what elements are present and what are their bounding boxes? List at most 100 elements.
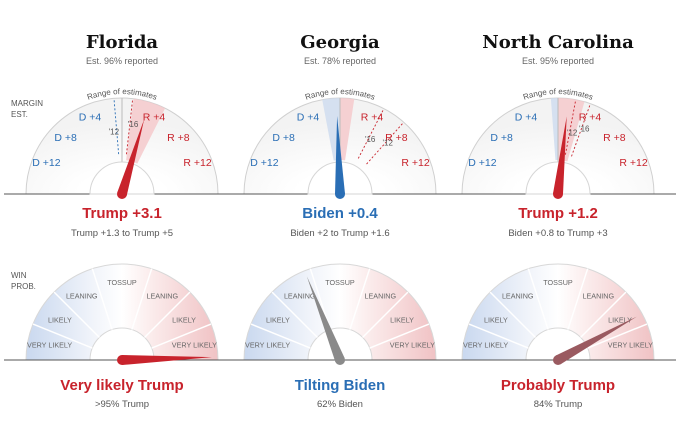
winprob-headline: Probably Trump: [501, 377, 615, 394]
range-dem-band: [322, 98, 340, 161]
winprob-label-tossup: TOSSUP: [107, 278, 137, 287]
margin-range-text: Biden +2 to Trump +1.6: [290, 228, 389, 239]
margin-headline: Trump +1.2: [518, 205, 598, 222]
winprob-sub: >95% Trump: [95, 399, 149, 410]
state-title: Georgia: [300, 32, 380, 53]
winprob-divider: [567, 268, 589, 330]
winprob-divider: [53, 291, 100, 338]
winprob-row-label: WIN: [11, 271, 27, 280]
winprob-divider: [144, 291, 191, 338]
past-marker-line: [113, 98, 120, 155]
range-dem-band: [550, 98, 558, 161]
winprob-divider: [250, 323, 311, 349]
winprob-needle: [555, 316, 637, 365]
margin-tick-d4: D +4: [297, 111, 320, 123]
state-column-florida: Florida Est. 96% reported D +4D +8 D +12 R +…: [4, 32, 240, 410]
past-marker-line: [564, 99, 577, 155]
margin-tick-r12: R +12: [401, 157, 429, 169]
winprob-sub: 84% Trump: [534, 399, 583, 410]
margin-tick-d12: D +12: [250, 157, 278, 169]
reported-text: Est. 78% reported: [304, 56, 376, 66]
winprob-headline: Tilting Biden: [295, 377, 386, 394]
winprob-label-leaning: LEANING: [364, 292, 396, 301]
margin-tick-r12: R +12: [183, 157, 211, 169]
margin-tick-d12: D +12: [32, 157, 60, 169]
margin-tick-r4: R +4: [361, 111, 384, 123]
margin-tick-r8: R +8: [167, 132, 190, 144]
winprob-divider: [580, 291, 627, 338]
margin-needle-pivot: [117, 189, 127, 199]
range-rep-band: [340, 98, 355, 161]
margin-tick-r8: R +8: [603, 132, 626, 144]
winprob-needle: [306, 276, 345, 362]
margin-needle: [553, 116, 567, 195]
past-marker-line: [366, 121, 405, 165]
winprob-divider: [587, 323, 648, 349]
past-marker-label: '12: [567, 129, 578, 138]
past-marker-label: '16: [579, 124, 590, 133]
winprob-label-tossup: TOSSUP: [543, 278, 573, 287]
winprob-label-leaning: LEANING: [146, 292, 178, 301]
winprob-divider: [309, 268, 331, 330]
margin-headline: Trump +3.1: [82, 205, 162, 222]
winprob-needle-pivot: [335, 355, 345, 365]
state-title: North Carolina: [482, 32, 634, 53]
winprob-divider: [32, 323, 93, 349]
reported-text: Est. 95% reported: [522, 56, 594, 66]
winprob-needle-pivot: [117, 355, 127, 365]
margin-tick-r4: R +4: [579, 111, 602, 123]
margin-needle: [117, 119, 145, 196]
margin-tick-r4: R +4: [143, 111, 166, 123]
margin-hub: [89, 161, 155, 195]
winprob-divider: [362, 291, 409, 338]
winprob-label-likely: LIKELY: [390, 316, 414, 325]
past-marker-label: '12: [383, 139, 394, 148]
winprob-sub: 62% Biden: [317, 399, 363, 410]
winprob-label-very_likely: VERY LIKELY: [390, 341, 435, 350]
winprob-label-likely: LIKELY: [484, 316, 508, 325]
winprob-label-leaning: LEANING: [502, 292, 534, 301]
past-marker-label: '16: [128, 120, 139, 129]
reported-text: Est. 96% reported: [86, 56, 158, 66]
margin-tick-r8: R +8: [385, 132, 408, 144]
past-marker-label: '16: [365, 135, 376, 144]
state-column-north-carolina: North Carolina Est. 95% reported D +4D +8 D…: [440, 32, 676, 410]
margin-needle-pivot: [335, 189, 345, 199]
winprob-divider: [489, 291, 536, 338]
winprob-label-very_likely: VERY LIKELY: [245, 341, 290, 350]
margin-row-label: MARGIN: [11, 99, 43, 108]
margin-tick-d4: D +4: [515, 111, 538, 123]
state-title: Florida: [86, 32, 159, 53]
winprob-dial: [25, 263, 219, 361]
margin-row-label-2: EST.: [11, 110, 28, 119]
winprob-divider: [527, 268, 549, 330]
winprob-label-tossup: TOSSUP: [325, 278, 355, 287]
past-marker-line: [357, 108, 385, 159]
winprob-divider: [271, 291, 318, 338]
winprob-divider: [349, 268, 371, 330]
winprob-needle-pivot: [553, 355, 563, 365]
past-marker-label: '12: [109, 128, 120, 137]
margin-tick-d4: D +4: [79, 111, 102, 123]
winprob-divider: [131, 268, 153, 330]
margin-tick-d8: D +8: [54, 132, 77, 144]
winprob-dial: [461, 263, 655, 361]
winprob-label-likely: LIKELY: [608, 316, 632, 325]
margin-range-text: Biden +0.8 to Trump +3: [508, 228, 607, 239]
margin-needle: [335, 116, 345, 195]
winprob-row-label-2: PROB.: [11, 282, 36, 291]
state-column-georgia: Georgia Est. 78% reported D +4D +8 D +12 R +…: [222, 32, 458, 410]
margin-range-text: Trump +1.3 to Trump +5: [71, 228, 173, 239]
winprob-label-likely: LIKELY: [266, 316, 290, 325]
winprob-headline: Very likely Trump: [60, 377, 183, 394]
winprob-label-leaning: LEANING: [66, 292, 98, 301]
winprob-label-very_likely: VERY LIKELY: [608, 341, 653, 350]
winprob-label-leaning: LEANING: [284, 292, 316, 301]
winprob-divider: [369, 323, 430, 349]
margin-needle-pivot: [553, 189, 563, 199]
winprob-divider: [468, 323, 529, 349]
winprob-label-likely: LIKELY: [172, 316, 196, 325]
margin-tick-d8: D +8: [272, 132, 295, 144]
margin-tick-r12: R +12: [619, 157, 647, 169]
